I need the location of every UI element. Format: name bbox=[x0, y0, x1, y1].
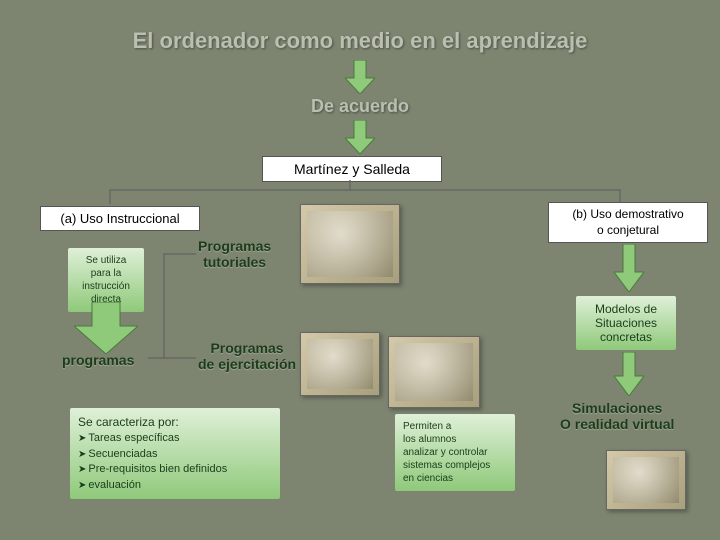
mod-line: Situaciones bbox=[584, 316, 668, 330]
authors-box: Martínez y Salleda bbox=[262, 156, 442, 182]
ej-line: de ejercitación bbox=[198, 356, 296, 372]
mod-line: Modelos de bbox=[584, 302, 668, 316]
ejercitacion-label: Programas de ejercitación bbox=[198, 340, 296, 372]
arrow-sub-down bbox=[345, 120, 375, 154]
perm-line: analizar y controlar bbox=[403, 446, 507, 459]
perm-line: sistemas complejos bbox=[403, 459, 507, 472]
main-title: El ordenador como medio en el aprendizaj… bbox=[0, 28, 720, 54]
perm-line: los alumnos bbox=[403, 433, 507, 446]
bullet: Tareas específicas bbox=[78, 431, 272, 446]
tutoriales-label: Programas tutoriales bbox=[198, 238, 271, 270]
perm-line: Permiten a bbox=[403, 420, 507, 433]
tut-line: tutoriales bbox=[198, 254, 271, 270]
desc-line: instrucción bbox=[76, 280, 136, 293]
branch-b-box: (b) Uso demostrativo o conjetural bbox=[548, 202, 708, 243]
b-line: (b) Uso demostrativo bbox=[557, 207, 699, 223]
img-vr bbox=[606, 450, 686, 510]
mod-line: concretas bbox=[584, 330, 668, 344]
arrow-b-down bbox=[614, 244, 644, 292]
ej-line: Programas bbox=[198, 340, 296, 356]
branch-a-box: (a) Uso Instruccional bbox=[40, 206, 200, 231]
sim-line: O realidad virtual bbox=[560, 416, 674, 432]
b-line: o conjetural bbox=[557, 223, 699, 239]
modelos-box: Modelos de Situaciones concretas bbox=[576, 296, 676, 350]
perm-line: en ciencias bbox=[403, 472, 507, 485]
simulaciones-label: Simulaciones O realidad virtual bbox=[560, 400, 674, 432]
arrow-title-down bbox=[345, 60, 375, 94]
arrow-modelos-down bbox=[614, 352, 644, 396]
bracket-programas bbox=[148, 248, 198, 368]
permiten-box: Permiten a los alumnos analizar y contro… bbox=[395, 414, 515, 491]
desc-line: Se utiliza bbox=[76, 254, 136, 267]
bullet: evaluación bbox=[78, 478, 272, 493]
caracteriza-header: Se caracteriza por: bbox=[78, 415, 179, 429]
tut-line: Programas bbox=[198, 238, 271, 254]
bullet: Pre-requisitos bien definidos bbox=[78, 462, 272, 477]
img-science bbox=[388, 336, 480, 408]
caracteriza-box: Se caracteriza por: Tareas específicas S… bbox=[70, 408, 280, 499]
desc-line: para la bbox=[76, 267, 136, 280]
img-ejercitacion bbox=[300, 332, 380, 396]
img-tutorial bbox=[300, 204, 400, 284]
subtitle-de-acuerdo: De acuerdo bbox=[0, 96, 720, 117]
programas-label: programas bbox=[62, 352, 134, 368]
arrow-desc-down bbox=[74, 302, 138, 354]
bullet: Secuenciadas bbox=[78, 447, 272, 462]
sim-line: Simulaciones bbox=[560, 400, 674, 416]
